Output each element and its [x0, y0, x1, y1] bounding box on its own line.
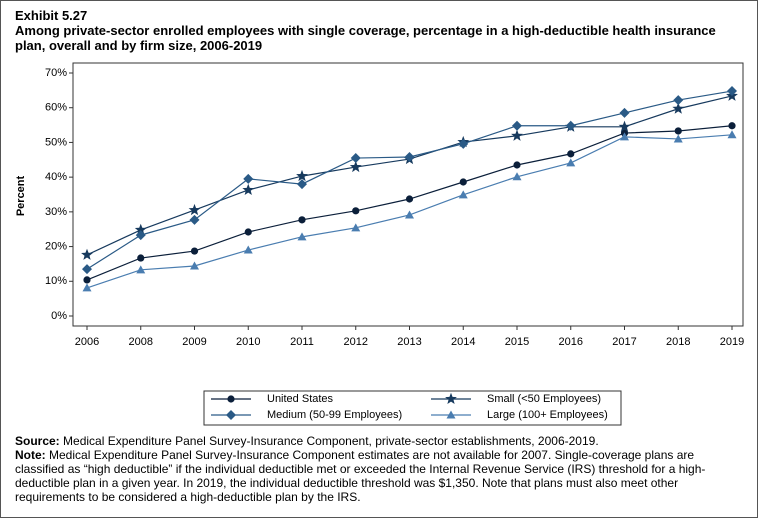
y-tick-label: 60% [45, 102, 67, 114]
series-line [86, 90, 733, 270]
marker [672, 102, 685, 114]
marker [242, 183, 255, 196]
marker [243, 173, 254, 184]
x-tick-label: 2018 [666, 336, 690, 348]
marker [513, 161, 521, 169]
marker [351, 223, 361, 232]
note-label: Note: [15, 448, 46, 462]
y-axis-label: Percent [15, 175, 27, 216]
y-tick-label: 40% [45, 171, 67, 183]
marker [618, 120, 631, 132]
source-label: Source: [15, 434, 60, 448]
x-tick-label: 2009 [182, 336, 206, 348]
marker [136, 265, 146, 274]
legend-label: United States [267, 393, 334, 405]
series-line [86, 125, 733, 281]
marker [446, 410, 456, 419]
marker [727, 86, 737, 97]
chart: Percent 0% 10% 20% 30% 40% 50% 60% 70% 2006 2008 2… [15, 62, 744, 426]
y-tick-label: 10% [45, 275, 67, 287]
y-tick-label: 20% [45, 240, 67, 252]
marker [298, 216, 306, 224]
x-tick-label: 2008 [129, 336, 153, 348]
marker [511, 129, 523, 141]
marker [137, 254, 145, 262]
marker [405, 195, 414, 203]
x-tick-label: 2011 [290, 336, 314, 348]
marker [135, 230, 146, 241]
marker [405, 210, 414, 219]
note-text: Medical Expenditure Panel Survey-Insuran… [15, 448, 706, 504]
marker [673, 95, 684, 106]
x-tick-label: 2010 [236, 336, 260, 348]
x-tick-label: 2014 [451, 336, 475, 348]
header: Exhibit 5.27 Among private-sector enroll… [15, 8, 735, 53]
marker [350, 153, 361, 164]
marker [83, 276, 91, 284]
marker [404, 152, 415, 163]
marker [512, 172, 522, 181]
marker [458, 138, 469, 149]
marker [567, 150, 575, 158]
marker [82, 264, 92, 275]
marker [134, 223, 147, 235]
plot-frame [72, 62, 744, 327]
legend-label: Small (<50 Employees) [487, 393, 601, 405]
marker [619, 107, 630, 118]
marker [297, 232, 307, 241]
marker [190, 247, 199, 255]
marker [81, 248, 93, 260]
x-tick-label: 2012 [344, 336, 368, 348]
x-tick-label: 2013 [397, 336, 421, 348]
marker [190, 261, 199, 270]
marker [189, 214, 200, 225]
legend-label: Large (100+ Employees) [487, 409, 608, 421]
legend-frame [203, 390, 622, 426]
marker [349, 160, 362, 173]
marker [188, 203, 201, 216]
x-tick-label: 2019 [720, 336, 744, 348]
marker [673, 134, 683, 143]
marker [227, 395, 235, 403]
marker [566, 158, 576, 167]
marker [244, 228, 252, 236]
marker [728, 122, 736, 130]
x-tick-label: 2015 [505, 336, 529, 348]
source: Source: Medical Expenditure Panel Survey… [15, 434, 735, 448]
marker [459, 178, 467, 186]
marker [226, 410, 236, 420]
marker [512, 120, 522, 131]
chart-title: Among private-sector enrolled employees … [15, 23, 716, 53]
marker [296, 169, 308, 182]
x-tick-label: 2006 [75, 336, 99, 348]
source-text: Medical Expenditure Panel Survey-Insuran… [63, 434, 599, 448]
y-tick-label: 30% [45, 206, 67, 218]
marker [82, 283, 92, 292]
y-tick-label: 0% [51, 310, 67, 322]
y-tick-label: 70% [45, 67, 67, 79]
marker [620, 132, 629, 141]
marker [352, 207, 360, 215]
legend-label: Medium (50-99 Employees) [267, 409, 402, 421]
exhibit-label: Exhibit 5.27 [15, 8, 88, 23]
marker [674, 127, 682, 135]
x-tick-label: 2017 [612, 336, 636, 348]
series-line [86, 95, 733, 256]
marker [727, 130, 737, 139]
x-tick-label: 2016 [559, 336, 583, 348]
marker [445, 392, 457, 405]
marker [243, 245, 253, 254]
marker [458, 190, 468, 199]
marker [565, 120, 576, 131]
y-tick-label: 50% [45, 136, 67, 148]
marker [297, 179, 307, 190]
note: Note: Medical Expenditure Panel Survey-I… [15, 448, 735, 504]
